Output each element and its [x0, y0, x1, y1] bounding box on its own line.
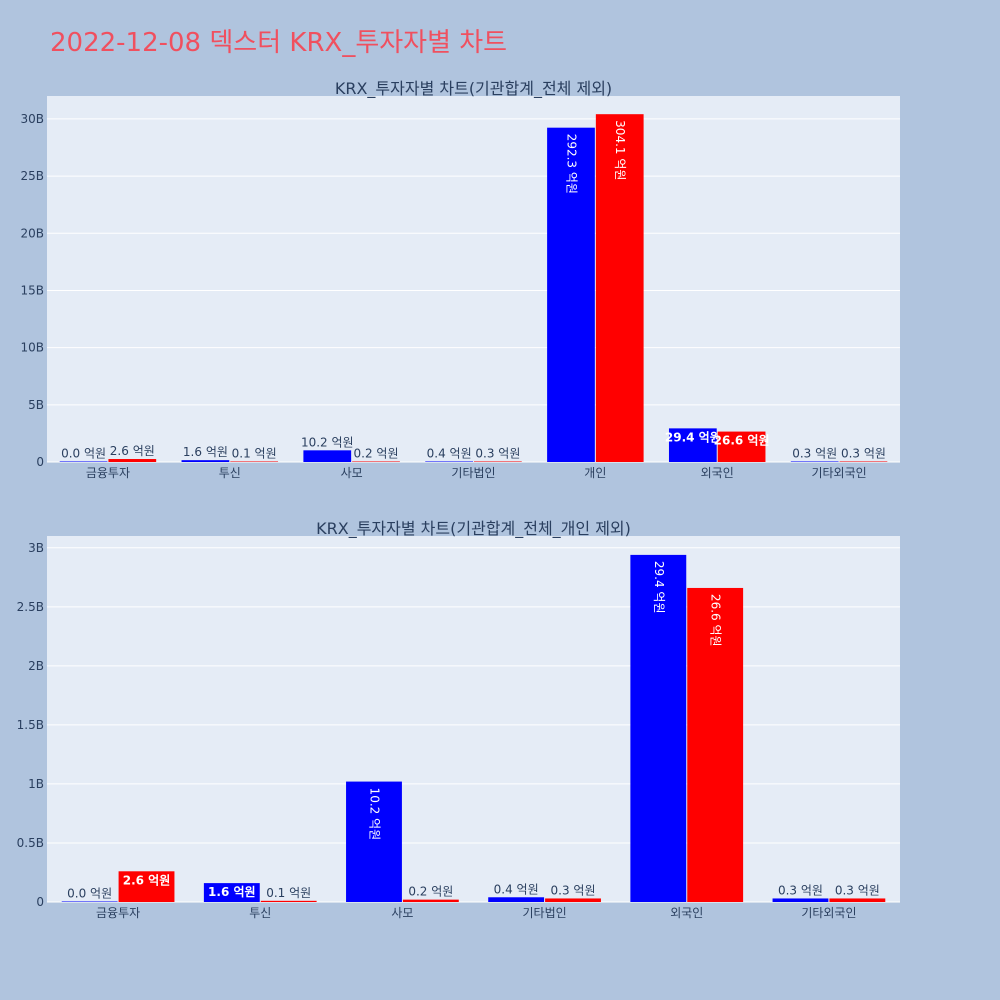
- bar: [790, 461, 839, 462]
- y-tick-label: 15B: [20, 283, 44, 297]
- bar: [425, 461, 473, 462]
- x-tick-label: 기타법인: [451, 466, 495, 480]
- data-label: 292.3 억원: [564, 134, 578, 194]
- bar: [346, 781, 402, 902]
- x-tick-label: 기타법인: [522, 906, 566, 920]
- bar: [717, 431, 766, 462]
- bar: [181, 460, 230, 462]
- y-tick-label: 1B: [28, 777, 44, 791]
- chart-subtitle: KRX_투자자별 차트(기관합계_전체_개인 제외): [316, 519, 631, 539]
- data-label: 1.6 억원: [208, 885, 256, 899]
- bar: [118, 871, 175, 902]
- data-label: 0.3 억원: [551, 883, 596, 897]
- data-label: 0.0 억원: [67, 887, 112, 901]
- x-tick-label: 금융투자: [86, 466, 130, 480]
- data-label: 0.3 억원: [841, 447, 886, 461]
- data-label: 0.4 억원: [427, 447, 472, 461]
- y-tick-label: 30B: [20, 112, 44, 126]
- data-label: 2.6 억원: [123, 873, 171, 887]
- bar: [630, 554, 687, 902]
- x-tick-label: 외국인: [670, 906, 703, 920]
- bar: [303, 450, 352, 462]
- bar: [402, 899, 459, 902]
- bar: [547, 127, 595, 462]
- chart-subtitle: KRX_투자자별 차트(기관합계_전체 제외): [335, 79, 612, 99]
- bar: [829, 898, 886, 902]
- y-tick-label: 20B: [20, 226, 44, 240]
- x-tick-label: 금융투자: [96, 906, 140, 920]
- bar: [230, 461, 279, 462]
- bar: [352, 461, 400, 462]
- y-tick-label: 10B: [20, 341, 44, 355]
- bar: [772, 898, 829, 902]
- data-label: 0.4 억원: [494, 882, 539, 896]
- bar: [668, 428, 717, 462]
- bar: [59, 461, 108, 462]
- bar: [203, 883, 260, 902]
- data-label: 26.6 억원: [714, 434, 770, 448]
- y-tick-label: 0: [36, 895, 44, 909]
- data-label: 26.6 억원: [709, 594, 723, 647]
- data-label: 304.1 억원: [613, 120, 627, 180]
- data-label: 2.6 억원: [110, 444, 155, 458]
- data-label: 0.3 억원: [778, 883, 823, 897]
- data-label: 0.1 억원: [266, 886, 311, 900]
- bar: [61, 901, 118, 902]
- data-label: 10.2 억원: [301, 435, 354, 449]
- data-label: 29.4 억원: [665, 430, 721, 444]
- bar: [260, 900, 317, 902]
- bar: [488, 897, 545, 902]
- bar: [687, 587, 744, 902]
- x-tick-label: 사모: [341, 466, 363, 480]
- data-label: 0.1 억원: [232, 447, 277, 461]
- bar: [108, 459, 157, 462]
- y-tick-label: 3B: [28, 541, 44, 555]
- y-tick-label: 2B: [28, 659, 44, 673]
- data-label: 0.3 억원: [792, 447, 837, 461]
- x-tick-label: 사모: [391, 906, 413, 920]
- data-label: 0.0 억원: [61, 447, 106, 461]
- y-tick-label: 0.5B: [17, 836, 44, 850]
- bar: [595, 114, 644, 463]
- chart-2: 0 0.5B 1B 1.5B 2B 2.5B 3B KRX_투자자별 차트(기관합계_전체_개…: [17, 519, 900, 920]
- y-tick-label: 0: [36, 455, 44, 469]
- bar: [545, 898, 601, 902]
- x-tick-label: 투신: [249, 906, 271, 920]
- data-label: 0.2 억원: [408, 885, 453, 899]
- y-tick-label: 25B: [20, 169, 44, 183]
- y-tick-label: 1.5B: [17, 718, 44, 732]
- plot-area: [47, 536, 900, 902]
- data-label: 10.2 억원: [367, 788, 381, 841]
- data-label: 29.4 억원: [652, 561, 666, 614]
- y-tick-label: 5B: [28, 398, 44, 412]
- y-tick-label: 2.5B: [17, 600, 44, 614]
- x-tick-label: 개인: [584, 466, 606, 480]
- data-label: 0.3 억원: [475, 447, 520, 461]
- page-title: 2022-12-08 덱스터 KRX_투자자별 차트: [50, 28, 508, 58]
- data-label: 0.3 억원: [835, 883, 880, 897]
- bar: [839, 461, 888, 462]
- data-label: 1.6 억원: [183, 445, 228, 459]
- chart-1: 0 5B 10B 15B 20B 25B 30B KRX_투자자별 차트(기관합계_전체 제외…: [20, 79, 900, 480]
- x-tick-label: 투신: [219, 466, 241, 480]
- plot-area: [47, 96, 900, 462]
- x-tick-label: 기타외국인: [811, 466, 866, 480]
- data-label: 0.2 억원: [354, 447, 399, 461]
- x-tick-label: 기타외국인: [801, 906, 856, 920]
- x-tick-label: 외국인: [701, 466, 734, 480]
- bar: [474, 461, 522, 462]
